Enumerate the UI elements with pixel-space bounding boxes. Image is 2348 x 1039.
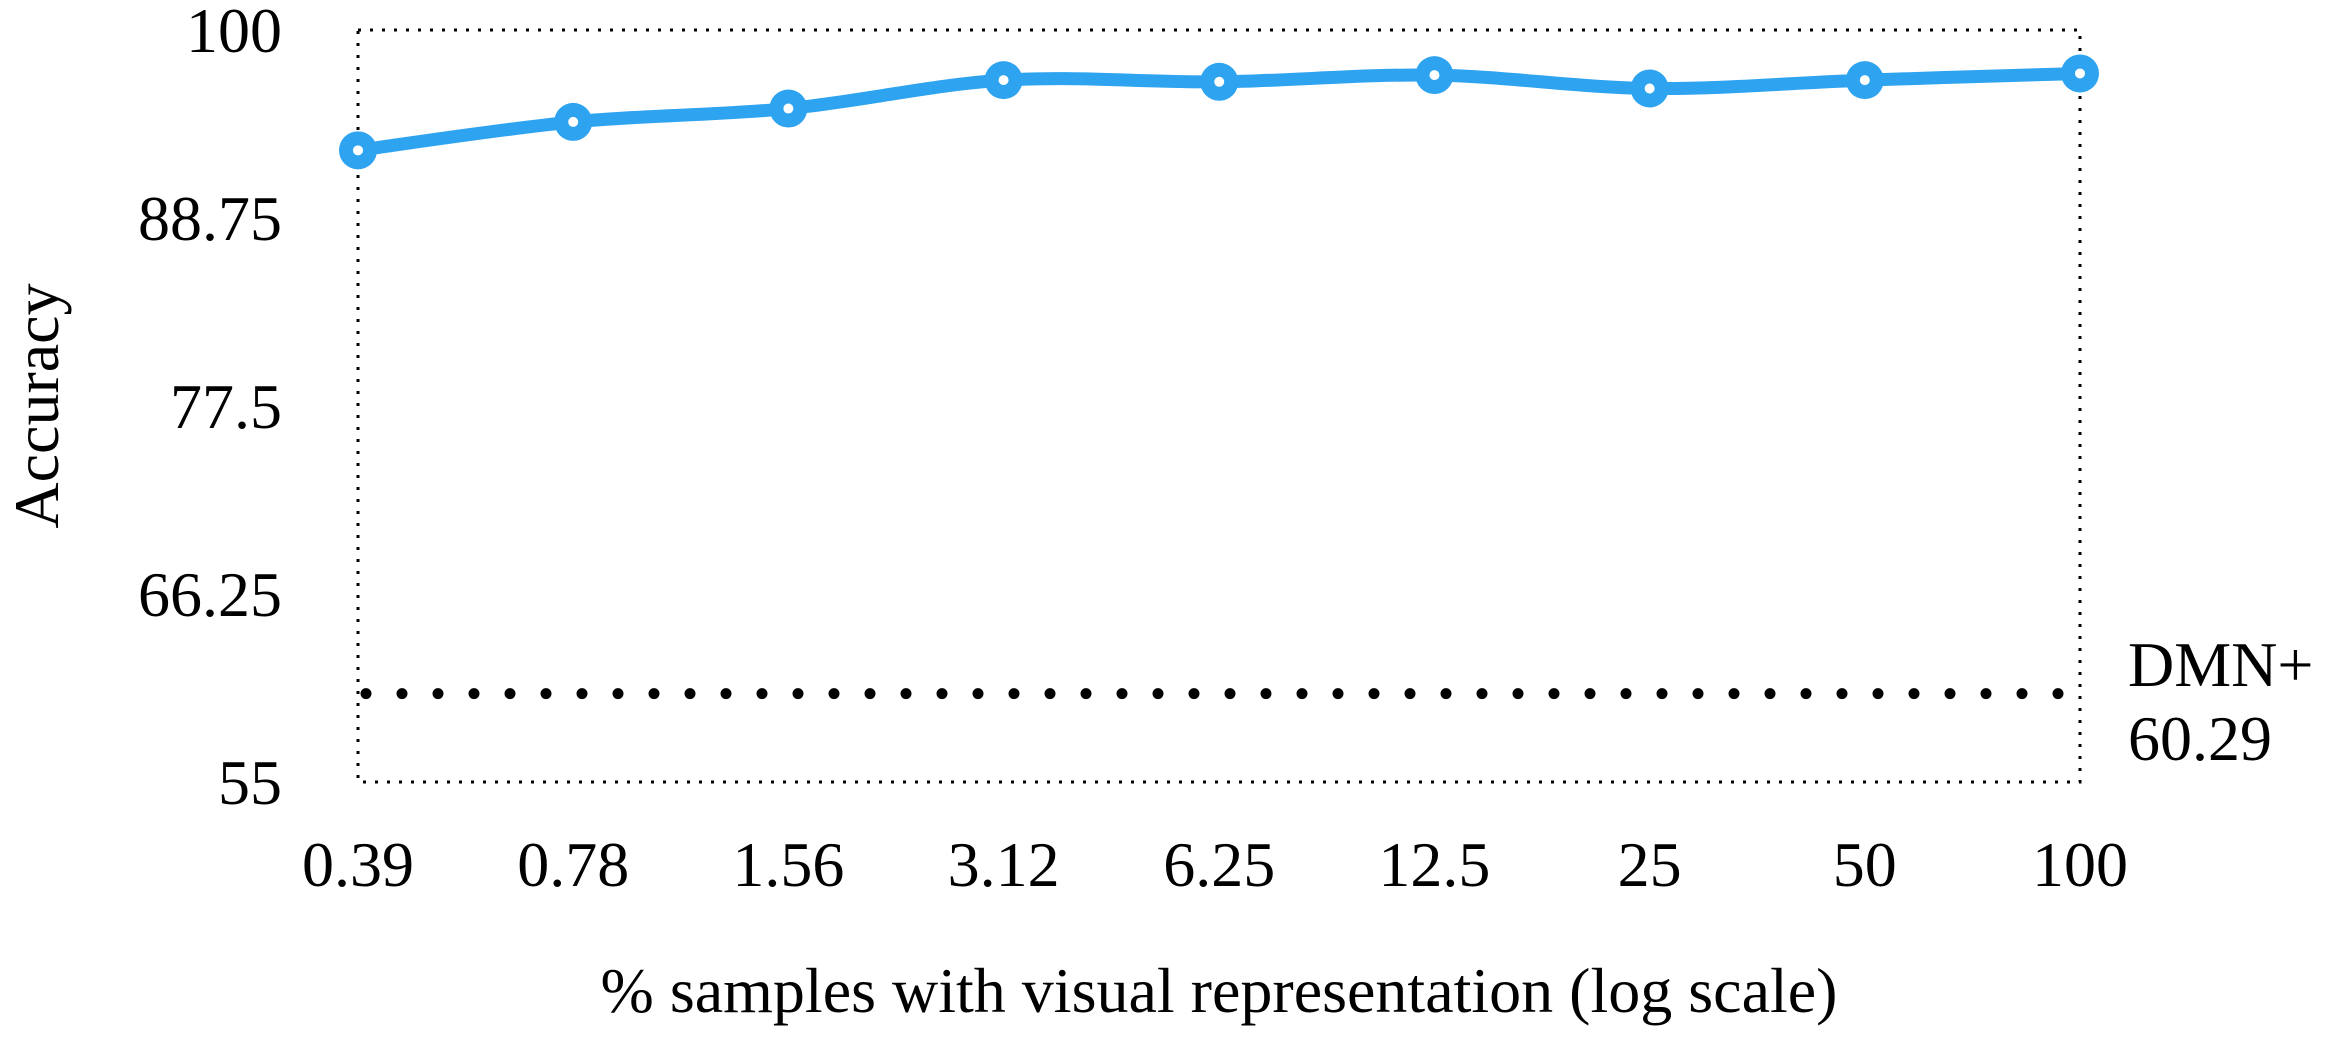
data-point-center: [998, 75, 1009, 86]
y-tick-labels: 55 66.25 77.5 88.75 100: [138, 0, 282, 818]
data-point-center: [353, 145, 363, 156]
y-tick-label: 88.75: [138, 183, 282, 254]
y-tick-label: 77.5: [170, 371, 282, 442]
data-point-center: [1644, 83, 1655, 94]
data-point-center: [1859, 75, 1870, 86]
y-tick-label: 100: [186, 0, 282, 66]
data-point-center: [1214, 76, 1225, 87]
x-tick-label: 25: [1618, 829, 1682, 900]
x-tick-label: 3.12: [948, 829, 1060, 900]
y-tick-label: 55: [218, 747, 282, 818]
data-point-center: [2075, 68, 2085, 79]
x-tick-label: 6.25: [1163, 829, 1275, 900]
series-group: [339, 54, 2099, 170]
data-point-center: [1429, 70, 1440, 81]
y-axis-title: Accuracy: [1, 283, 72, 528]
x-tick-label: 50: [1833, 829, 1897, 900]
baseline-value-label: 60.29: [2128, 703, 2272, 774]
baseline-name-label: DMN+: [2128, 629, 2313, 700]
y-tick-label: 66.25: [138, 559, 282, 630]
x-tick-label: 100: [2032, 829, 2128, 900]
plot-frame: [356, 28, 2082, 784]
x-tick-label: 12.5: [1378, 829, 1490, 900]
data-point-center: [568, 116, 579, 127]
data-point-center: [783, 103, 794, 114]
x-tick-label: 0.78: [517, 829, 629, 900]
x-axis-title: % samples with visual representation (lo…: [601, 955, 1838, 1026]
x-tick-labels: 0.39 0.78 1.56 3.12 6.25 12.5 25 50 100: [302, 829, 2128, 900]
x-tick-label: 1.56: [732, 829, 844, 900]
x-tick-label: 0.39: [302, 829, 414, 900]
